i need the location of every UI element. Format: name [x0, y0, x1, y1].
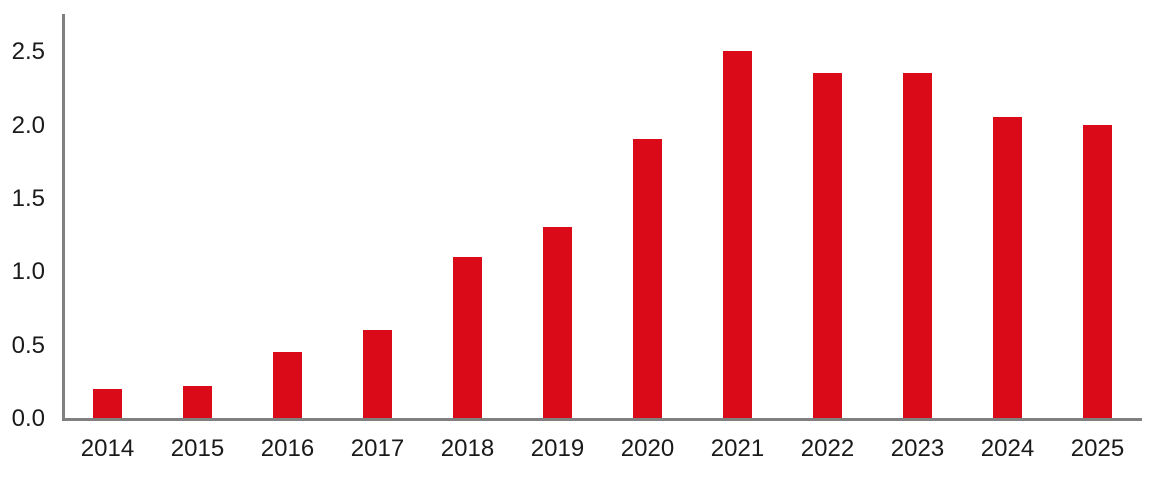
bar-2025 [1083, 124, 1112, 418]
bar-2024 [993, 117, 1022, 418]
bar-2022 [813, 73, 842, 418]
x-tick-label-2015: 2015 [170, 435, 225, 462]
bar-2017 [363, 330, 392, 418]
x-tick-label-2025: 2025 [1070, 435, 1125, 462]
x-tick-label-2019: 2019 [530, 435, 585, 462]
y-tick-label-2.5: 2.5 [11, 38, 45, 66]
y-tick-label-0.0: 0.0 [11, 405, 45, 432]
x-tick-label-2017: 2017 [350, 435, 405, 462]
bar-2014 [93, 388, 122, 418]
x-tick-label-2020: 2020 [620, 435, 675, 462]
x-tick-label-2018: 2018 [440, 435, 495, 462]
bar-2015 [183, 385, 212, 418]
x-tick-label-2014: 2014 [80, 435, 135, 462]
bar-2016 [273, 352, 302, 418]
x-tick-label-2016: 2016 [260, 435, 315, 462]
plot-area [62, 14, 1142, 421]
y-tick-label-2.0: 2.0 [11, 111, 45, 139]
bar-2020 [633, 139, 662, 418]
x-tick-label-2022: 2022 [800, 435, 855, 462]
y-tick-label-1.5: 1.5 [11, 185, 45, 213]
bar-2018 [453, 256, 482, 418]
bar-2019 [543, 227, 572, 418]
bar-2021 [723, 51, 752, 418]
y-tick-label-1.0: 1.0 [11, 258, 45, 286]
bar-2023 [903, 73, 932, 418]
x-tick-label-2024: 2024 [980, 435, 1035, 462]
x-tick-label-2021: 2021 [710, 435, 765, 462]
y-tick-label-0.5: 0.5 [11, 331, 45, 359]
x-tick-label-2023: 2023 [890, 435, 945, 462]
